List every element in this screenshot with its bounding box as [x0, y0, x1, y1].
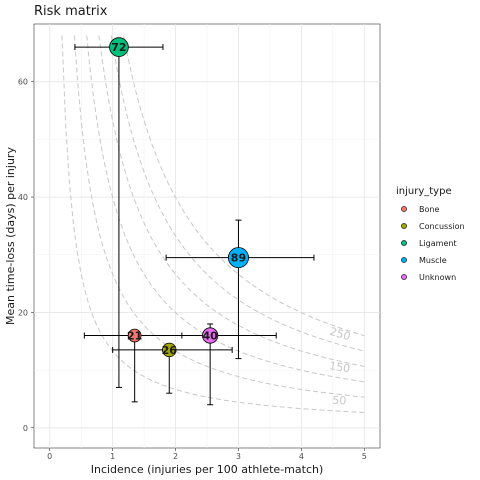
- point-label-unknown: 40: [202, 330, 218, 343]
- legend-key-ligament: [401, 240, 407, 246]
- x-axis-title: Incidence (injuries per 100 athlete-matc…: [91, 463, 324, 476]
- legend: injury_type Bone Concussion Ligament Muscle…: [396, 186, 465, 282]
- point-bone: [127, 328, 142, 343]
- contour-label: 150: [328, 359, 351, 375]
- y-tick-label: 40: [18, 193, 28, 202]
- x-tick-label: 5: [362, 452, 367, 461]
- x-tick-label: 3: [236, 452, 241, 461]
- y-tick-label: 60: [18, 78, 28, 87]
- point-label-concussion: 26: [162, 344, 178, 357]
- point-unknown: [202, 327, 219, 344]
- x-tick-label: 4: [299, 452, 304, 461]
- point-muscle: [227, 247, 249, 269]
- legend-key-bone: [401, 206, 407, 212]
- y-tick-label: 20: [18, 308, 28, 317]
- contour-line: [73, 35, 365, 398]
- x-tick-label: 2: [173, 452, 178, 461]
- legend-label-concussion: Concussion: [419, 222, 465, 231]
- grid-lines: [34, 24, 380, 448]
- contour-label: 250: [328, 325, 352, 343]
- legend-label-muscle: Muscle: [419, 256, 447, 265]
- burden-contours: 50 150 250: [61, 35, 365, 413]
- point-label-muscle: 89: [231, 252, 246, 265]
- legend-label-ligament: Ligament: [419, 239, 457, 248]
- legend-key-concussion: [401, 223, 407, 229]
- legend-label-unknown: Unknown: [419, 273, 456, 282]
- y-tick-label: 0: [23, 424, 28, 433]
- chart-title: Risk matrix: [34, 4, 108, 19]
- y-axis-title: Mean time-loss (days) per injury: [4, 147, 17, 325]
- point-label-ligament: 72: [111, 41, 126, 54]
- contour-line: [110, 35, 365, 352]
- legend-label-bone: Bone: [419, 205, 439, 214]
- contour-label: 50: [332, 394, 347, 408]
- x-tick-label: 0: [47, 452, 52, 461]
- legend-title: injury_type: [396, 186, 452, 197]
- data-points: 21 26 72 89 40: [109, 37, 249, 358]
- point-label-bone: 21: [127, 330, 142, 343]
- contour-line: [123, 35, 365, 337]
- legend-key-unknown: [401, 274, 407, 280]
- point-ligament: [109, 37, 129, 57]
- x-tick-label: 1: [110, 452, 115, 461]
- point-concussion: [162, 342, 177, 358]
- legend-key-muscle: [401, 257, 407, 263]
